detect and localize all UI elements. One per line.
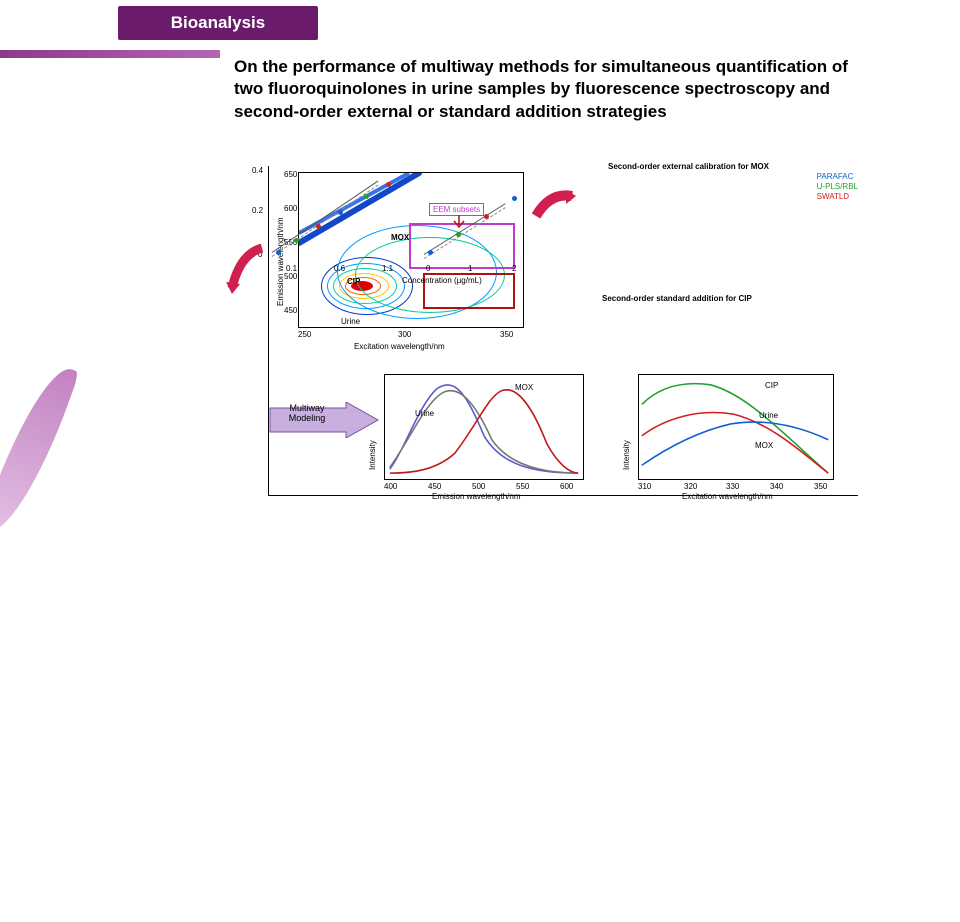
ex-ylabel: Intensity [622,390,631,470]
excitation-spectra-plot: CIP Urine MOX [638,374,834,480]
accent-line [0,50,220,58]
emission-spectra-plot: Urine MOX [384,374,584,480]
ex-xlabel: Excitation wavelength/nm [682,492,773,501]
cal-xlabel: Concentration (µg/mL) [402,276,482,285]
calibration-plot: 0.4 0.2 0 0.1 0.6 1.1 0 1 2 Concentratio… [268,166,524,262]
calibration-legend: PARAFAC U-PLS/RBL SWATLD [817,172,858,202]
em-xlabel: Emission wavelength/nm [432,492,520,501]
multiway-arrow: Multiway Modeling [268,402,380,438]
em-ylabel: Intensity [368,390,377,470]
figure-panel: Emission wavelength/nm MOX CIP Urine EEM… [268,166,858,496]
arrow-sa-icon [222,244,266,298]
section-badge: Bioanalysis [118,6,318,40]
paper-title: On the performance of multiway methods f… [234,56,854,123]
